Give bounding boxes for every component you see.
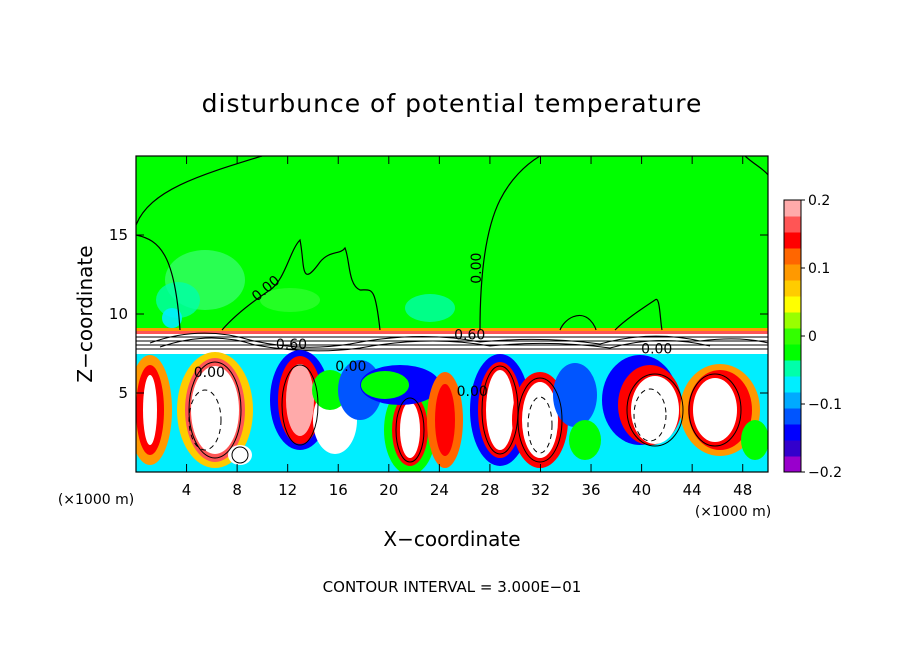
x-tick-label: 20	[379, 481, 398, 499]
contour-label: 0.60	[454, 327, 485, 343]
x-axis-label: X−coordinate	[383, 527, 520, 551]
colorbar-tick-label: 0.1	[808, 261, 830, 277]
eddy	[693, 378, 737, 442]
colorbar-cell	[784, 376, 801, 393]
contour-ring	[395, 397, 425, 463]
plot-area	[136, 156, 768, 472]
contour-ring	[517, 377, 563, 463]
eddy	[486, 370, 514, 450]
eddy	[553, 363, 597, 427]
x-tick-label: 4	[182, 481, 192, 499]
colorbar-cell	[784, 312, 801, 329]
contour-labels: 0.000.000.600.600.000.000.000.00	[194, 253, 673, 401]
colorbar-tick-label: 0	[808, 329, 817, 345]
x-tick-label: 24	[430, 481, 449, 499]
contour-ring	[481, 365, 519, 455]
contour-ring	[626, 373, 684, 447]
upper-patch	[156, 282, 200, 318]
colorbar-cell	[784, 216, 801, 233]
eddy	[361, 371, 409, 399]
x-tick-label: 36	[581, 481, 600, 499]
contour-label: 0.60	[276, 337, 307, 353]
x-tick-label: 32	[531, 481, 550, 499]
y-tick-label: 10	[109, 305, 128, 323]
upper-patch	[260, 288, 320, 312]
y-axis: 5 10 15	[109, 226, 768, 402]
y-tick-label: 15	[109, 226, 128, 244]
colorbar-cell	[784, 424, 801, 441]
y-tick-label: 5	[118, 384, 128, 402]
x-tick-label: 28	[480, 481, 499, 499]
colorbar-cell	[784, 408, 801, 425]
colorbar: 0.2 0.1 0 −0.1 −0.2	[783, 193, 842, 481]
contour-label: 0.00	[457, 384, 488, 400]
colorbar-cell	[784, 456, 801, 473]
colorbar-cell	[784, 440, 801, 457]
colorbar-cell	[784, 248, 801, 265]
colorbar-cell	[784, 344, 801, 361]
x-tick-label: 40	[632, 481, 651, 499]
x-unit-right: (×1000 m)	[695, 504, 771, 520]
contour-interval-note: CONTOUR INTERVAL = 3.000E−01	[323, 578, 582, 596]
contour-ring-negative	[633, 388, 667, 442]
colorbar-tick-label: −0.1	[808, 397, 842, 413]
eddy	[741, 420, 768, 460]
x-tick-label: 12	[278, 481, 297, 499]
eddy	[569, 420, 601, 460]
x-tick-label: 44	[683, 481, 702, 499]
contour-ring	[688, 373, 742, 447]
upper-patch	[162, 308, 182, 328]
contour-label: 0.00	[469, 253, 485, 284]
x-tick-label: 48	[733, 481, 752, 499]
colorbar-cell	[784, 264, 801, 281]
colorbar-cell	[784, 232, 801, 249]
eddy	[400, 402, 420, 458]
contour-label: 0.00	[335, 359, 366, 375]
colorbar-cell	[784, 296, 801, 313]
upper-patch	[405, 294, 455, 322]
contour-ring	[281, 364, 319, 446]
y-axis-label: Z−coordinate	[73, 245, 97, 382]
colorbar-cell	[784, 280, 801, 297]
upper-contours	[136, 156, 768, 331]
colorbar-tick-label: −0.2	[808, 465, 842, 481]
x-tick-label: 8	[232, 481, 242, 499]
x-unit-left: (×1000 m)	[58, 492, 134, 508]
contour-ring	[188, 361, 242, 459]
colorbar-cell	[784, 360, 801, 377]
inversion-band	[136, 331, 768, 334]
contour-label: 0.00	[641, 342, 672, 358]
interface-contours	[136, 332, 768, 352]
colorbar-tick-label: 0.2	[808, 193, 830, 209]
contour-ring	[231, 446, 249, 464]
contour-ring-negative	[527, 396, 553, 454]
contour-label: 0.00	[194, 365, 225, 381]
eddy	[191, 366, 239, 454]
chart-title: disturbunce of potential temperature	[202, 89, 703, 118]
eddy	[435, 384, 455, 456]
colorbar-cell	[784, 328, 801, 345]
eddy	[631, 376, 679, 444]
x-axis: 4 8 12 16 20 24 28 32 36 40 44 48	[182, 156, 752, 499]
turbulent-eddies	[136, 350, 768, 472]
colorbar-cell	[784, 200, 801, 217]
eddy	[312, 370, 348, 410]
colorbar-cell	[784, 392, 801, 409]
eddy	[286, 364, 314, 436]
x-tick-label: 16	[329, 481, 348, 499]
eddy	[143, 375, 157, 445]
inversion-band	[136, 328, 768, 331]
contour-ring-negative	[188, 389, 222, 451]
eddy	[522, 382, 558, 458]
